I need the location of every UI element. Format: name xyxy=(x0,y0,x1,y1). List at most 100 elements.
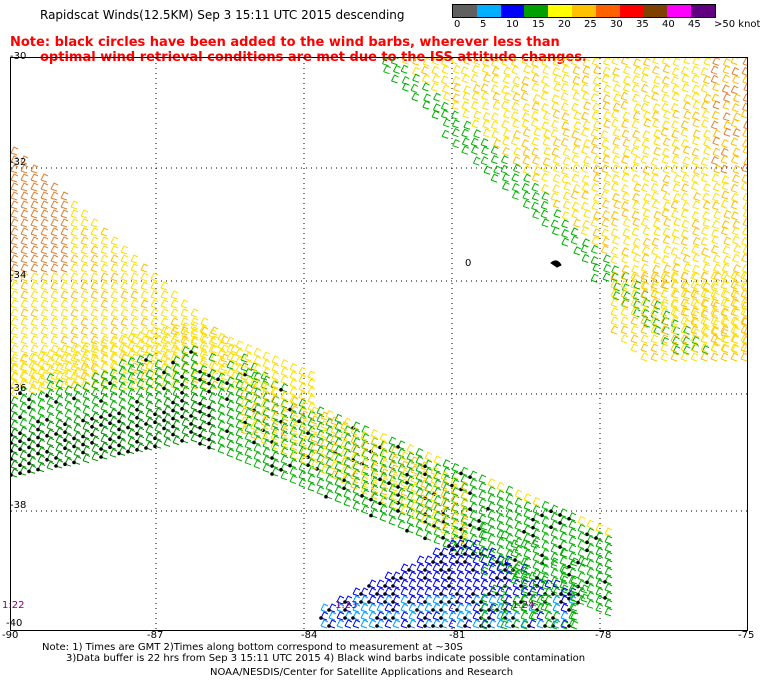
wind-barb xyxy=(244,440,253,450)
lon-label-84: -84 xyxy=(301,630,318,641)
contamination-dot xyxy=(519,584,523,588)
wind-barb xyxy=(550,536,559,546)
wind-barb xyxy=(464,587,473,597)
wind-barb xyxy=(60,227,69,237)
wind-barb xyxy=(330,461,339,471)
wind-barb xyxy=(710,289,719,299)
wind-barb xyxy=(671,129,679,139)
wind-barb xyxy=(289,466,298,477)
wind-barb xyxy=(440,571,449,581)
wind-barb xyxy=(632,93,640,103)
wind-barb xyxy=(289,410,298,421)
wind-barb xyxy=(82,341,91,352)
wind-barb xyxy=(180,299,189,309)
wind-barb xyxy=(701,247,709,257)
wind-barb xyxy=(451,119,460,129)
wind-barb xyxy=(456,619,465,629)
wind-barb xyxy=(531,101,540,111)
wind-barb xyxy=(408,603,417,613)
wind-barb xyxy=(480,548,489,558)
wind-barb xyxy=(253,347,262,357)
contamination-dot xyxy=(108,445,112,450)
wind-barb xyxy=(581,253,590,263)
wind-barb xyxy=(703,138,711,148)
wind-barb xyxy=(642,226,651,236)
wind-barb xyxy=(70,218,79,228)
wind-barb xyxy=(740,325,747,335)
wind-barb xyxy=(490,584,499,594)
wind-barb xyxy=(50,290,59,300)
wind-barb xyxy=(154,343,163,353)
legend-swatch xyxy=(572,5,596,17)
wind-barb xyxy=(743,291,747,301)
wind-barb xyxy=(140,281,149,291)
wind-barb xyxy=(28,368,37,378)
wind-barb xyxy=(432,547,441,557)
wind-barb xyxy=(601,228,609,238)
wind-barb xyxy=(731,317,740,327)
wind-barb xyxy=(244,432,253,442)
wind-barb xyxy=(620,316,629,326)
legend-swatch xyxy=(667,5,692,17)
wind-barb xyxy=(572,145,580,155)
wind-barb xyxy=(703,129,711,139)
wind-barb xyxy=(136,339,145,349)
contamination-dot xyxy=(27,445,31,450)
wind-barb xyxy=(496,563,505,573)
contamination-dot xyxy=(405,528,409,533)
contamination-dot xyxy=(153,444,157,449)
wind-barb xyxy=(253,363,262,373)
wind-barb xyxy=(568,576,577,586)
wind-barb xyxy=(693,165,701,175)
wind-barb xyxy=(130,299,139,309)
wind-barb xyxy=(180,335,189,345)
wind-barb xyxy=(550,620,559,630)
wind-barb xyxy=(289,362,298,373)
wind-barb xyxy=(682,156,691,166)
wind-barb xyxy=(570,227,579,237)
wind-barb xyxy=(118,358,127,368)
wind-barb xyxy=(448,619,457,629)
wind-barb xyxy=(136,331,145,341)
wind-barb xyxy=(621,254,629,264)
wind-barb xyxy=(572,75,581,85)
wind-barb xyxy=(552,109,561,119)
wind-barb xyxy=(540,557,549,567)
wind-barb xyxy=(30,317,39,327)
wind-barb xyxy=(561,121,570,131)
wind-barb xyxy=(462,109,470,119)
wind-barb xyxy=(352,501,361,511)
contamination-dot xyxy=(36,443,40,448)
wind-barb xyxy=(723,236,732,246)
contamination-dot xyxy=(459,535,463,540)
contamination-dot xyxy=(431,624,435,628)
wind-barb xyxy=(651,111,660,121)
wind-barb xyxy=(586,559,595,569)
wind-barb xyxy=(19,354,28,364)
wind-barb xyxy=(730,280,739,290)
wind-barb xyxy=(50,308,59,318)
wind-barb xyxy=(452,64,461,74)
wind-barb xyxy=(60,308,69,318)
wind-barb xyxy=(552,155,561,165)
wind-barb xyxy=(262,351,271,361)
wind-barb xyxy=(491,58,499,68)
wind-barb xyxy=(640,334,649,344)
wind-barb xyxy=(505,517,514,527)
wind-barb xyxy=(478,474,487,484)
wind-barb xyxy=(604,559,613,569)
wind-barb xyxy=(316,406,325,416)
wind-barb xyxy=(82,421,91,432)
wind-barb xyxy=(591,182,599,193)
wind-barb xyxy=(400,451,409,461)
wind-barb xyxy=(226,416,235,426)
contamination-dot xyxy=(207,445,211,450)
contamination-dot xyxy=(383,616,387,620)
contamination-dot xyxy=(171,400,175,405)
wind-barb xyxy=(70,317,79,327)
wind-barb xyxy=(741,163,747,173)
contamination-dot xyxy=(407,568,411,572)
wind-barb xyxy=(510,84,519,94)
wind-barb xyxy=(632,237,641,247)
wind-barb xyxy=(110,299,119,309)
